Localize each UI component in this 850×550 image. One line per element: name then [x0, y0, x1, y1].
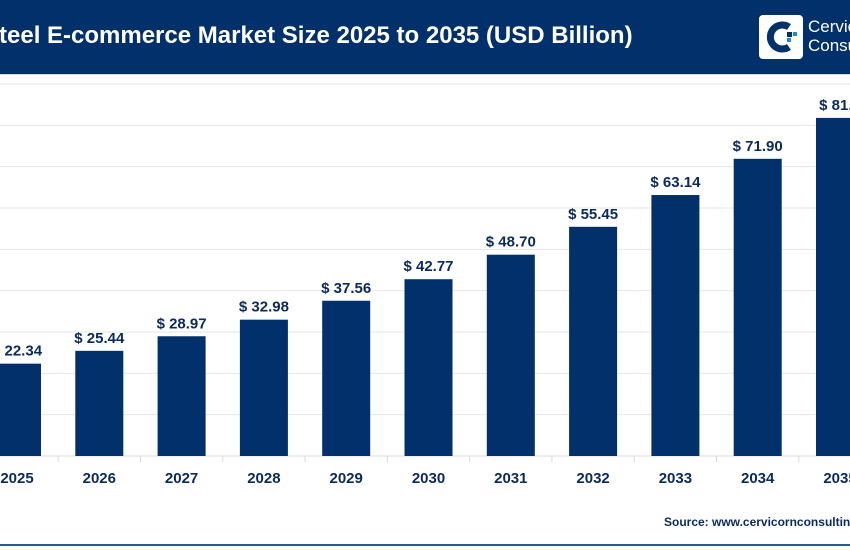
bar-2031: [486, 254, 535, 456]
x-tick-label-2033: 2033: [659, 470, 692, 487]
bar-2034: [733, 158, 782, 456]
data-label-2031: $ 48.70: [486, 234, 536, 251]
cervicorn-logo-icon: [759, 15, 803, 59]
chart-header: teel E-commerce Market Size 2025 to 2035…: [0, 0, 850, 75]
bar-2030: [404, 279, 453, 456]
x-tick-label-2035: 2035: [823, 470, 850, 487]
logo-line-2: Consulting: [808, 36, 850, 55]
bar-2026: [75, 350, 124, 456]
x-tick-label-2028: 2028: [247, 470, 280, 487]
bottom-divider: [0, 544, 850, 546]
data-label-2027: $ 28.97: [157, 315, 207, 332]
x-tick-label-2026: 2026: [83, 470, 116, 487]
x-tick-label-2034: 2034: [741, 470, 775, 487]
bar-2027: [157, 336, 206, 456]
source-text: Source: www.cervicornconsulting.com: [664, 515, 850, 529]
bar-2033: [651, 195, 700, 456]
data-label-2029: $ 37.56: [321, 280, 371, 297]
data-label-2035: $ 81.8: [819, 97, 850, 114]
bar-2028: [239, 319, 288, 456]
data-label-2032: $ 55.45: [568, 206, 618, 223]
bar-2032: [569, 226, 618, 456]
data-label-2030: $ 42.77: [403, 258, 453, 275]
x-tick-label-2027: 2027: [165, 470, 198, 487]
x-tick-label-2029: 2029: [330, 470, 363, 487]
x-tick-label-2025: 2025: [0, 470, 33, 487]
data-label-2028: $ 32.98: [239, 299, 289, 316]
bar-2035: [816, 117, 850, 456]
bar-2025: [0, 363, 41, 456]
data-label-2033: $ 63.14: [650, 174, 701, 191]
logo-text: Cervicorn Consulting: [808, 17, 850, 55]
chart-title: teel E-commerce Market Size 2025 to 2035…: [0, 22, 633, 49]
x-tick-label-2032: 2032: [576, 470, 609, 487]
data-label-2034: $ 71.90: [733, 138, 783, 155]
logo-line-1: Cervicorn: [808, 17, 850, 36]
x-tick-label-2030: 2030: [412, 470, 445, 487]
x-tick-label-2031: 2031: [494, 470, 527, 487]
data-label-2026: $ 25.44: [74, 330, 125, 347]
data-label-2025: $ 22.34: [0, 343, 43, 360]
bar-2029: [322, 300, 371, 456]
